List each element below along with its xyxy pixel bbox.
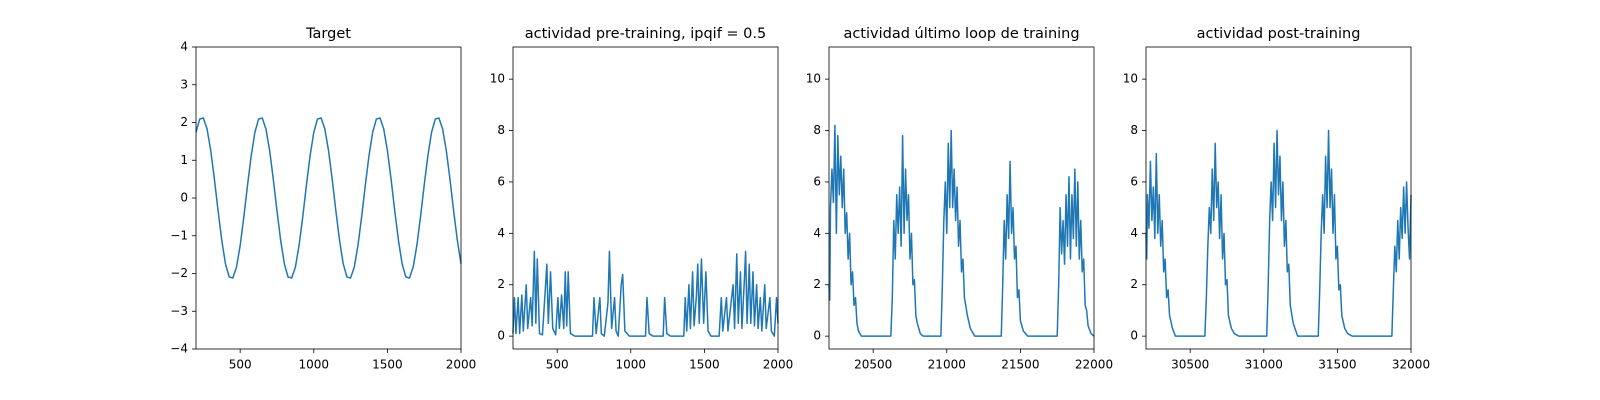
y-tick-label: 10: [490, 72, 505, 86]
y-tick-label: 2: [1130, 277, 1138, 291]
x-tick-label: 21000: [928, 358, 966, 372]
y-tick-label: −4: [170, 342, 188, 356]
axes-frame: [512, 46, 779, 350]
chart-title: actividad post-training: [1197, 26, 1361, 42]
y-tick-label: −1: [170, 228, 188, 242]
x-tick-label: 1000: [616, 358, 647, 372]
y-tick-label: 0: [1130, 329, 1138, 343]
y-tick-label: 4: [813, 226, 821, 240]
x-tick-label: 31000: [1245, 358, 1283, 372]
y-tick-label: 4: [180, 40, 188, 54]
subplot: actividad post-training 0 2 4 6 8 10 30500 31000…: [1123, 26, 1430, 372]
y-tick-label: 8: [1130, 123, 1138, 137]
x-tick-label: 31500: [1318, 358, 1356, 372]
y-tick-label: 1: [180, 153, 188, 167]
subplot: actividad pre-training, ipqif = 0.5 0 2 4 6 8…: [490, 26, 794, 372]
axes-frame: [195, 46, 462, 350]
x-tick-label: 32000: [1392, 358, 1430, 372]
y-tick-label: −3: [170, 304, 188, 318]
y-tick-label: −2: [170, 266, 188, 280]
y-tick-label: 6: [497, 174, 505, 188]
x-tick-label: 21500: [1001, 358, 1039, 372]
y-tick-label: 2: [813, 277, 821, 291]
x-tick-label: 1500: [689, 358, 720, 372]
x-tick-label: 30500: [1171, 358, 1209, 372]
x-tick-label: 500: [229, 358, 252, 372]
y-tick-label: 2: [497, 277, 505, 291]
x-tick-label: 20500: [854, 358, 892, 372]
y-tick-label: 10: [806, 72, 821, 86]
chart-title: Target: [305, 26, 351, 42]
axes-frame: [1145, 46, 1412, 350]
subplot: actividad último loop de training 0 2 4 6 8 10…: [806, 26, 1113, 372]
y-tick-label: 6: [1130, 174, 1138, 188]
x-tick-label: 1000: [299, 358, 330, 372]
y-tick-label: 2: [180, 115, 188, 129]
x-tick-label: 22000: [1075, 358, 1113, 372]
y-tick-label: 8: [497, 123, 505, 137]
y-tick-label: 4: [497, 226, 505, 240]
axes-frame: [828, 46, 1095, 350]
x-tick-label: 2000: [446, 358, 477, 372]
chart-title: actividad pre-training, ipqif = 0.5: [525, 26, 766, 42]
data-line: [1145, 129, 1412, 337]
x-tick-label: 500: [546, 358, 569, 372]
x-tick-label: 2000: [763, 358, 794, 372]
y-tick-label: 8: [813, 123, 821, 137]
x-tick-label: 1500: [372, 358, 403, 372]
subplot: Target −4 −3 −2 −1 0 1 2 3 4 500 1000 1500 2000: [170, 26, 476, 372]
y-tick-label: 3: [180, 77, 188, 91]
y-tick-label: 0: [813, 329, 821, 343]
data-line: [512, 250, 779, 337]
y-tick-label: 0: [180, 191, 188, 205]
data-line: [195, 117, 462, 279]
chart-title: actividad último loop de training: [843, 26, 1079, 42]
y-tick-label: 10: [1123, 72, 1138, 86]
y-tick-label: 0: [497, 329, 505, 343]
y-tick-label: 4: [1130, 226, 1138, 240]
y-tick-label: 6: [813, 174, 821, 188]
data-line: [828, 124, 1095, 337]
